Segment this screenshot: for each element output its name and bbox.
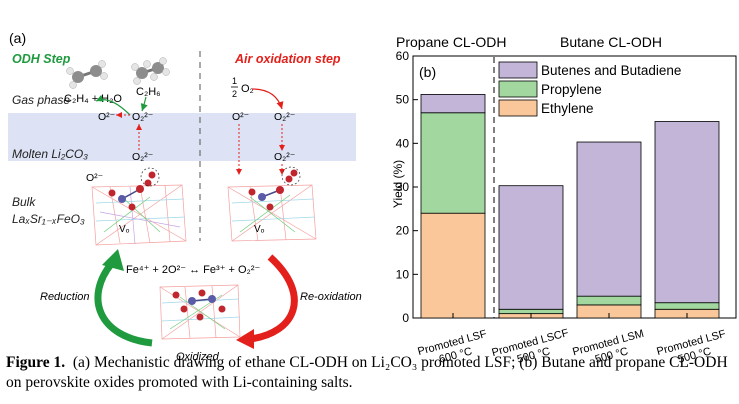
o2minus-surface: O²⁻ — [86, 172, 104, 184]
arrow-c2h6-to-o22 — [140, 96, 148, 112]
caption-label: Figure 1. — [6, 354, 66, 371]
half-o2-numerator: 1 — [232, 76, 237, 86]
air-oxidation-title: Air oxidation step — [234, 52, 341, 66]
arrow-o22-to-c2h4 — [95, 94, 131, 116]
bulk-formula: LaₓSr₁₋ₓFeO₃ — [12, 212, 85, 226]
ethane-molecule-icon — [131, 57, 170, 85]
oxidized-label: Oxidized — [176, 351, 220, 363]
bar-propylene — [420, 112, 486, 214]
o22minus-molten: O₂²⁻ — [132, 151, 154, 163]
panel-b-label: (b) — [419, 64, 436, 80]
lattice-oxidized-icon — [159, 284, 241, 340]
ethylene-molecule-icon — [66, 60, 108, 89]
molten-carbonate-band — [8, 113, 356, 161]
bar-butenes-and-butadiene — [654, 121, 720, 304]
odh-step-title: ODH Step — [12, 52, 71, 66]
y-tick-label: 50 — [396, 93, 410, 107]
bar-propylene — [576, 295, 642, 306]
o22minus-air-molten: O₂²⁻ — [274, 151, 296, 163]
arrow-o2-in — [251, 88, 284, 110]
reoxidation-arrow-head — [236, 329, 254, 349]
lattice-odh-icon — [91, 167, 187, 246]
half-o2-species: O₂ — [241, 83, 254, 95]
legend-swatch — [498, 99, 538, 117]
o22minus-odh: O₂²⁻ — [132, 111, 154, 123]
bar-propylene — [654, 302, 720, 310]
reoxidation-label: Re-oxidation — [300, 291, 362, 303]
y-tick-label: 40 — [396, 136, 410, 150]
lattice-air-icon — [227, 166, 317, 242]
o2minus-odh: O²⁻ — [98, 111, 116, 123]
group-title-butane: Butane CL-ODH — [560, 34, 662, 50]
y-tick-label: 10 — [396, 267, 410, 281]
legend-swatch — [498, 61, 538, 79]
panel-a-label: (a) — [9, 30, 26, 46]
bar-butenes-and-butadiene — [498, 185, 564, 310]
panel-b: Propane CL-ODH Butane CL-ODH Yield (%) (… — [391, 34, 737, 366]
y-tick-label: 20 — [396, 224, 410, 238]
y-tick-label: 30 — [396, 180, 410, 194]
reduction-arrow-head — [102, 249, 124, 271]
legend-label: Propylene — [541, 82, 602, 97]
bar-butenes-and-butadiene — [420, 94, 486, 114]
bar-butenes-and-butadiene — [576, 141, 642, 297]
y-tick-label: 60 — [396, 49, 410, 63]
legend-swatch — [498, 80, 538, 98]
svg-text:Yield (%): Yield (%) — [391, 160, 405, 208]
vacancy-odh: Vₒ — [119, 224, 130, 235]
y-tick-label: 0 — [402, 311, 409, 325]
y-axis-label: Yield (%) — [391, 160, 405, 208]
o22minus-air: O₂²⁻ — [274, 111, 296, 123]
caption-text: (a) Mechanistic drawing of ethane CL-ODH… — [6, 354, 728, 391]
vacancy-air: Vₒ — [254, 224, 265, 235]
reoxidation-arrow-icon — [249, 254, 298, 343]
legend: Butenes and Butadiene Propylene Ethylene — [498, 61, 681, 117]
ethane-label: C₂H₆ — [136, 86, 161, 98]
redox-equation: Fe⁴⁺ + 2O²⁻ ↔ Fe³⁺ + O₂²⁻ — [126, 264, 260, 276]
bars — [420, 94, 720, 319]
y-axis: 0 10 20 30 40 50 60 — [396, 49, 418, 325]
legend-label: Ethylene — [541, 101, 594, 116]
panel-a: (a) ODH Step Air oxidation step Gas phas… — [8, 30, 362, 363]
reduction-arrow-icon — [94, 260, 153, 347]
figure-caption: Figure 1. (a) Mechanistic drawing of eth… — [6, 353, 736, 393]
gas-phase-label: Gas phase — [12, 93, 70, 107]
o2minus-air: O²⁻ — [232, 111, 250, 123]
reduction-label: Reduction — [40, 291, 90, 303]
ethylene-water-label: C₂H₄ + H₂O — [64, 93, 122, 105]
half-o2-denominator: 2 — [232, 89, 237, 99]
group-title-propane: Propane CL-ODH — [396, 34, 507, 50]
bar-propylene — [498, 308, 564, 315]
bar-ethylene — [420, 212, 486, 319]
molten-label: Molten Li₂CO₃ — [12, 147, 88, 161]
bulk-label: Bulk — [12, 195, 36, 209]
legend-label: Butenes and Butadiene — [541, 63, 681, 78]
